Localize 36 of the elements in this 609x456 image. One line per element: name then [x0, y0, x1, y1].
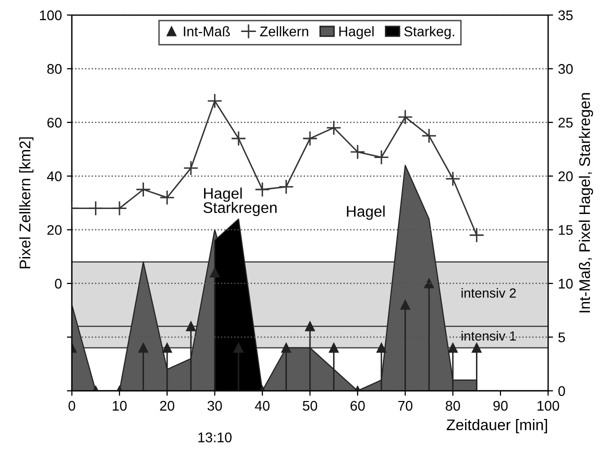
y2-tick-label: 35	[558, 10, 573, 20]
y2-tick-label: 5	[558, 332, 565, 342]
x-tick-label: 60	[350, 400, 365, 411]
legend-label: Zellkern	[260, 26, 308, 36]
legend-label: Int-Maß	[184, 26, 230, 36]
text: 13:10	[198, 432, 232, 442]
x-tick-label: 10	[112, 400, 127, 411]
x-tick-label: 0	[68, 400, 76, 411]
x-tick-label: 80	[446, 400, 460, 411]
y2-tick-label: 0	[558, 386, 566, 396]
y-tick-label: 100	[40, 10, 62, 20]
band-label: intensiv 2	[462, 288, 516, 298]
y2-tick-label: 10	[558, 278, 573, 289]
y2-tick-label: 15	[558, 225, 573, 235]
x-tick-label: 20	[160, 400, 174, 411]
y2-tick-label: 25	[558, 118, 573, 128]
annotation: Hagel	[346, 206, 385, 220]
annotation: Hagel Starkregen	[204, 188, 277, 216]
x-tick-label: 100	[538, 400, 560, 411]
legend-label: Hagel	[339, 26, 374, 40]
y-tick-label: 0	[54, 278, 62, 289]
y-tick-label: 60	[47, 118, 62, 128]
x-tick-label: 50	[302, 400, 318, 411]
y-tick-label: 20	[47, 225, 62, 235]
legend-label: Starkeg.	[404, 26, 454, 40]
y2-tick-label: 30	[558, 64, 573, 74]
y-tick-label: 80	[47, 64, 62, 74]
x-tick-label: 70	[398, 400, 412, 411]
y2-axis-title: Int-Maß, Pixel Hagel, Starkregen	[578, 93, 594, 312]
x-tick-label: 30	[208, 400, 222, 411]
x-tick-label: 40	[254, 400, 270, 411]
x-tick-label: 90	[493, 400, 508, 411]
x-axis-title: Zeitdauer [min]	[446, 419, 548, 434]
y2-tick-label: 20	[558, 171, 573, 182]
y-tick-label: 40	[47, 171, 62, 182]
y-axis-title: Pixel Zellkern [km2]	[19, 137, 34, 268]
